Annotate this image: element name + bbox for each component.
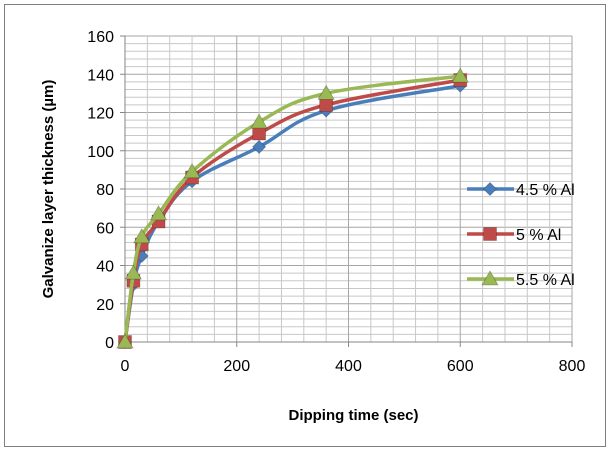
legend-entry: 5 % Al: [467, 227, 561, 244]
data-point: [133, 228, 151, 244]
y-tick-label: 140: [87, 67, 114, 84]
y-tick-label: 20: [96, 297, 114, 314]
data-point: [317, 84, 335, 100]
y-tick-label: 160: [87, 29, 114, 46]
legend-label: 5.5 % Al: [516, 272, 575, 289]
legend-entry: 5.5 % Al: [467, 270, 575, 289]
legend-entry: 4.5 % Al: [467, 181, 575, 199]
x-axis-title: Dipping time (sec): [288, 407, 418, 424]
data-point: [149, 205, 168, 221]
data-point: [116, 333, 134, 349]
legend-marker: [482, 181, 498, 197]
legend-label: 4.5 % Al: [516, 182, 575, 199]
series-square: [118, 73, 468, 349]
data-point: [124, 264, 143, 280]
data-point: [183, 162, 201, 179]
legend-label: 5 % Al: [516, 227, 561, 244]
data-point: [252, 126, 267, 141]
data-point: [252, 139, 267, 154]
x-tick-label: 200: [223, 358, 250, 375]
series-line: [123, 78, 461, 343]
data-point: [250, 113, 268, 129]
y-tick-label: 80: [96, 182, 114, 199]
legend-marker: [483, 227, 497, 241]
legend-marker: [481, 270, 499, 286]
y-tick-label: 0: [105, 335, 114, 352]
chart-axes: 0 20 40 60 80 100 120 140 160 0 200 400 600 800: [87, 29, 585, 375]
chart-frame: [4, 4, 606, 447]
x-tick-label: 400: [335, 358, 362, 375]
x-tick-label: 600: [447, 358, 474, 375]
y-tick-label: 100: [87, 144, 114, 161]
y-tick-label: 120: [87, 106, 114, 123]
data-point: [451, 67, 469, 83]
chart-legend: 4.5 % Al 5 % Al 5.5 % Al: [467, 181, 575, 289]
series-diamond: [117, 78, 468, 350]
series-triangle: [116, 67, 469, 349]
y-axis-title: Galvanize layer thickness (µm): [40, 80, 57, 299]
chart-series: [116, 67, 469, 350]
y-tick-label: 60: [96, 220, 114, 237]
y-tick-label: 40: [96, 259, 114, 276]
x-tick-label: 0: [121, 358, 130, 375]
data-point: [319, 97, 334, 112]
x-tick-label: 800: [559, 358, 586, 375]
